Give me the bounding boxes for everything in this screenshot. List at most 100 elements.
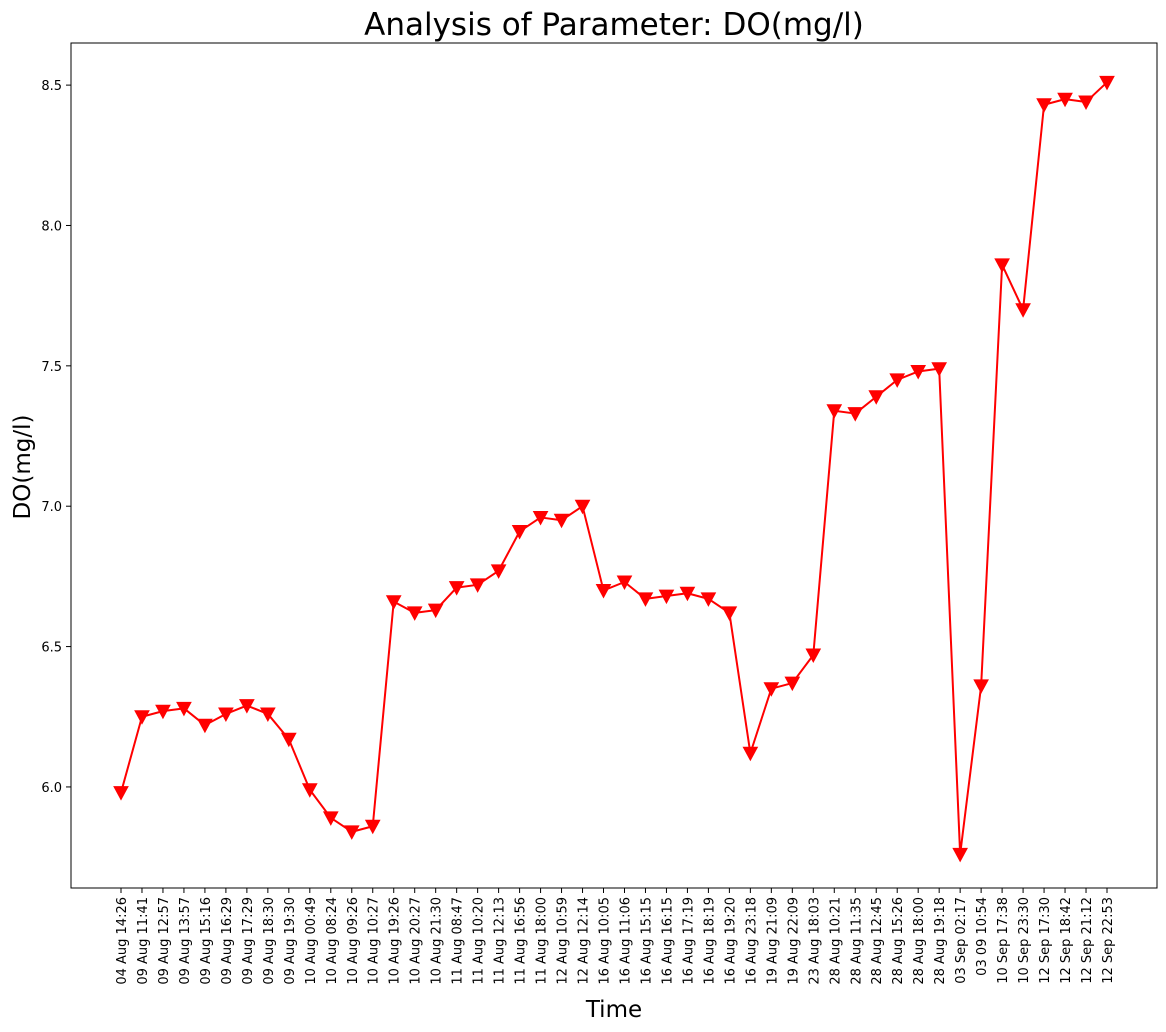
x-tick-label: 09 Aug 13:57 [178,897,193,985]
x-axis-ticks: 04 Aug 14:26 09 Aug 11:41 09 Aug 12:57 09 A… [115,888,1116,985]
x-tick-label: 12 Sep 21:12 [1080,897,1095,984]
x-tick-label: 19 Aug 21:09 [765,897,780,985]
x-tick-label: 28 Aug 18:00 [912,897,927,985]
data-point-marker [805,648,822,664]
x-tick-label: 09 Aug 16:29 [220,897,235,985]
data-point-marker [889,373,906,388]
data-point-marker [1057,92,1073,108]
x-tick-label: 23 Aug 18:03 [807,897,822,985]
x-tick-label: 12 Aug 12:14 [577,897,592,985]
data-point-marker [658,589,675,605]
data-point-marker [134,710,150,725]
data-point-marker [1036,98,1052,113]
data-point-marker [574,499,591,515]
data-point-marker [994,258,1010,273]
x-tick-label: 04 Aug 14:26 [115,897,130,985]
x-tick-label: 12 Sep 22:53 [1101,897,1116,984]
data-point-marker [427,603,444,619]
plot-area [70,42,1158,889]
x-tick-label: 10 Aug 00:49 [304,897,319,985]
series-layer [113,75,1115,863]
data-point-marker [197,718,213,734]
x-tick-label: 16 Aug 11:06 [618,897,633,985]
x-tick-label: 10 Aug 10:27 [367,897,382,985]
x-tick-label: 16 Aug 16:15 [660,897,675,985]
data-point-marker [721,606,738,621]
x-tick-label: 16 Aug 17:19 [681,897,696,985]
y-tick-label: 8.5 [41,79,62,94]
x-tick-label: 28 Aug 15:26 [891,897,906,985]
data-point-marker [952,847,968,863]
series-line [120,81,1108,856]
y-axis-ticks: 6.0 6.5 7.0 7.5 8.0 8.5 [41,79,71,796]
x-tick-label: 28 Aug 10:21 [828,897,843,985]
x-tick-label: 16 Aug 18:19 [702,897,717,985]
data-point-marker [1078,95,1094,111]
data-point-marker [239,699,255,714]
data-point-marker [343,825,360,840]
data-point-marker [700,592,717,607]
x-tick-label: 10 Aug 08:24 [325,897,340,985]
data-point-marker [322,811,339,826]
y-axis-label: DO(mg/l) [10,415,36,520]
x-tick-label: 28 Aug 11:35 [849,897,864,985]
x-tick-label: 10 Aug 20:27 [409,897,424,985]
data-point-marker [260,707,276,722]
x-tick-label: 09 Aug 19:30 [283,897,298,985]
data-point-marker [868,390,885,405]
x-tick-label: 09 Aug 15:16 [199,897,214,985]
x-tick-label: 10 Sep 23:30 [1017,897,1032,984]
data-point-marker [218,707,234,722]
data-point-marker [973,679,989,694]
x-tick-label: 09 Aug 18:30 [262,897,277,985]
y-tick-label: 8.0 [41,219,62,234]
data-point-marker [385,595,402,610]
x-tick-label: 11 Aug 12:13 [493,897,508,985]
x-tick-label: 10 Sep 17:38 [996,897,1011,984]
x-tick-label: 16 Aug 19:20 [723,897,738,985]
data-point-marker [679,586,696,602]
data-point-marker [826,404,843,419]
x-tick-label: 28 Aug 12:45 [870,897,885,985]
data-point-marker [931,362,948,377]
x-tick-label: 16 Aug 23:18 [744,897,759,985]
data-point-marker [176,701,192,717]
data-point-marker [1099,75,1115,91]
x-tick-label: 09 Aug 17:29 [241,897,256,985]
y-tick-label: 7.0 [41,500,62,515]
data-point-marker [406,606,423,621]
data-point-marker [280,732,297,748]
plot-frame [70,42,1158,889]
x-tick-label: 11 Aug 16:56 [514,897,529,985]
x-tick-label: 03 09 10:54 [975,897,990,976]
data-point-marker [532,510,549,526]
x-tick-label: 28 Aug 19:18 [933,897,948,985]
chart-title: Analysis of Parameter: DO(mg/l) [364,7,864,43]
x-tick-label: 03 Sep 02:17 [954,897,969,984]
y-tick-label: 7.5 [41,360,62,375]
data-point-marker [448,581,465,596]
data-point-marker [616,575,633,591]
data-point-marker [301,783,318,798]
data-point-marker [784,676,801,692]
data-point-marker [742,746,759,762]
x-tick-label: 09 Aug 11:41 [136,897,151,985]
data-point-marker [469,578,486,593]
x-tick-label: 19 Aug 22:09 [786,897,801,985]
x-tick-label: 11 Aug 18:00 [535,897,550,985]
x-tick-label: 16 Aug 10:05 [598,897,613,985]
x-tick-label: 11 Aug 08:47 [451,897,466,985]
data-point-marker [155,704,171,720]
data-point-marker [113,786,129,801]
x-tick-label: 10 Aug 21:30 [430,897,445,985]
data-point-marker [910,365,927,380]
data-point-marker [637,592,654,607]
x-tick-label: 12 Aug 10:59 [556,897,571,985]
data-point-marker [364,819,381,835]
data-point-marker [1015,303,1031,318]
x-tick-label: 12 Sep 17:30 [1038,897,1053,984]
x-tick-label: 10 Aug 19:26 [388,897,403,985]
y-tick-label: 6.5 [41,641,62,656]
x-tick-label: 10 Aug 09:26 [346,897,361,985]
